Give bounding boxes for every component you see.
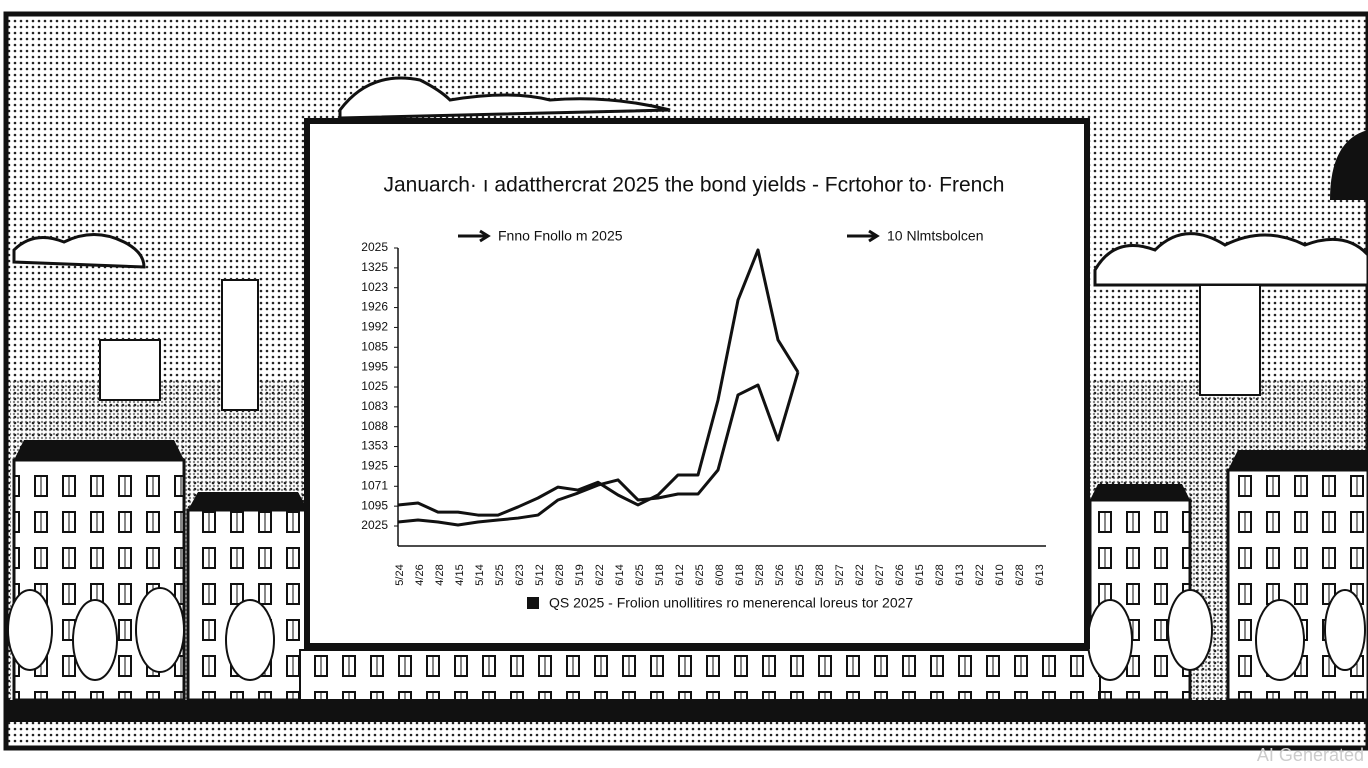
x-tick-label: 6/22 (854, 564, 866, 585)
y-tick-label: 1325 (361, 260, 388, 274)
x-tick-label: 6/13 (1034, 564, 1046, 585)
y-tick-label: 1088 (361, 419, 388, 433)
y-tick-label: 1353 (361, 439, 388, 453)
x-tick-label: 6/18 (734, 564, 746, 585)
x-tick-label: 5/27 (834, 564, 846, 585)
x-tick-label: 6/15 (914, 564, 926, 585)
y-tick-label: 2025 (361, 240, 388, 254)
x-tick-label: 5/12 (534, 564, 546, 585)
x-tick-label: 6/25 (794, 564, 806, 585)
y-tick-label: 1995 (361, 359, 388, 373)
x-tick-label: 6/27 (874, 564, 886, 585)
note-marker (527, 597, 539, 609)
x-tick-label: 4/28 (434, 564, 446, 585)
x-tick-label: 6/28 (934, 564, 946, 585)
y-tick-label: 1023 (361, 280, 388, 294)
x-tick-label: 6/13 (954, 564, 966, 585)
y-tick-label: 1095 (361, 498, 388, 512)
chart-note: QS 2025 - Frolion unollitires ro meneren… (549, 595, 913, 611)
x-tick-label: 6/12 (674, 564, 686, 585)
y-tick-label: 1085 (361, 339, 388, 353)
x-tick-label: 5/18 (654, 564, 666, 585)
y-tick-label: 1025 (361, 379, 388, 393)
y-tick-label: 1992 (361, 320, 388, 334)
x-tick-label: 5/14 (474, 564, 486, 585)
x-tick-label: 6/14 (614, 564, 626, 585)
series-line (397, 248, 800, 517)
watermark: AI Generated (1257, 745, 1364, 765)
y-tick-label: 1926 (361, 300, 388, 314)
y-tick-label: 1083 (361, 399, 388, 413)
x-tick-label: 6/25 (694, 564, 706, 585)
x-tick-label: 5/25 (494, 564, 506, 585)
x-tick-label: 4/15 (454, 564, 466, 585)
x-tick-label: 6/22 (974, 564, 986, 585)
series-line (397, 371, 800, 527)
x-tick-label: 5/24 (394, 564, 406, 585)
x-tick-label: 6/23 (514, 564, 526, 585)
x-tick-label: 6/08 (714, 564, 726, 585)
x-tick-label: 6/26 (894, 564, 906, 585)
y-tick-label: 2025 (361, 518, 388, 532)
x-tick-label: 6/25 (634, 564, 646, 585)
x-tick-label: 4/26 (414, 564, 426, 585)
y-tick-label: 1071 (361, 478, 388, 492)
x-tick-label: 5/28 (754, 564, 766, 585)
x-tick-label: 6/28 (1014, 564, 1026, 585)
legend-label: Fnno Fnollo m 2025 (498, 228, 623, 244)
x-tick-label: 6/10 (994, 564, 1006, 585)
legend-marker (458, 229, 491, 243)
legend-marker (847, 229, 880, 243)
x-tick-label: 5/28 (814, 564, 826, 585)
legend-label: 10 Nlmtsbolcen (887, 228, 984, 244)
chart-panel (304, 118, 1090, 649)
x-tick-label: 5/19 (574, 564, 586, 585)
y-tick-label: 1925 (361, 459, 388, 473)
x-tick-label: 6/22 (594, 564, 606, 585)
chart-title: Januarch· ı adatthercrat 2025 the bond y… (384, 174, 1005, 197)
x-tick-label: 6/28 (554, 564, 566, 585)
x-tick-label: 5/26 (774, 564, 786, 585)
